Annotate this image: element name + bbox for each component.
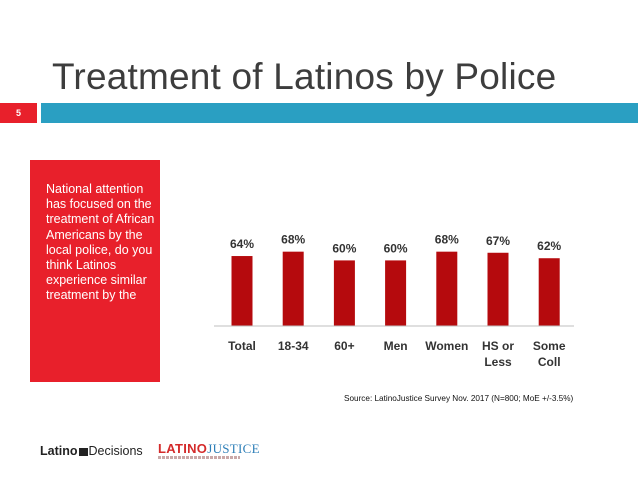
- flag-icon: [78, 448, 88, 456]
- bar-5: [487, 252, 509, 326]
- bar-1: [282, 251, 304, 326]
- category-label-6-line1: Coll: [538, 355, 561, 369]
- category-label-5-line0: HS or: [482, 339, 514, 353]
- category-label-1: 18-34: [278, 339, 309, 353]
- bar-6: [538, 258, 560, 326]
- question-callout: National attention has focused on the tr…: [30, 160, 160, 382]
- value-label-4: 68%: [435, 233, 459, 247]
- value-label-1: 68%: [281, 233, 305, 247]
- bar-series: [231, 251, 560, 326]
- header-band: [41, 103, 638, 123]
- latino-justice-tagline: [158, 456, 240, 459]
- value-label-0: 64%: [230, 237, 254, 251]
- bar-3: [385, 260, 407, 326]
- latino-decisions-logo: Latino Decisions: [40, 444, 143, 458]
- latino-justice-logo-part1: LATINO: [158, 441, 208, 456]
- slide-title: Treatment of Latinos by Police: [52, 56, 557, 97]
- slide-number-band: [0, 103, 37, 123]
- category-label-2: 60+: [334, 339, 354, 353]
- category-label-3: Men: [384, 339, 408, 353]
- latino-justice-logo: LATINOJUSTICE: [158, 441, 260, 457]
- source-note: Source: LatinoJustice Survey Nov. 2017 (…: [344, 394, 574, 403]
- slide-number: 5: [15, 108, 21, 118]
- value-label-2: 60%: [332, 241, 356, 255]
- value-label-3: 60%: [384, 241, 408, 255]
- latino-decisions-logo-part1: Latino: [40, 444, 78, 458]
- category-label-6-line0: Some: [533, 339, 566, 353]
- latino-justice-logo-part2: JUSTICE: [207, 441, 260, 456]
- bar-0: [231, 256, 253, 326]
- question-text: National attention has focused on the tr…: [46, 182, 155, 303]
- category-label-4: Women: [425, 339, 468, 353]
- category-label-0: Total: [228, 339, 256, 353]
- value-labels: 64% 68% 60% 60% 68% 67% 62%: [230, 233, 562, 256]
- bar-2: [333, 260, 355, 326]
- category-label-5-line1: Less: [484, 355, 512, 369]
- value-label-6: 62%: [537, 239, 561, 253]
- value-label-5: 67%: [486, 234, 510, 248]
- bar-4: [436, 251, 458, 326]
- latino-decisions-logo-part2: Decisions: [88, 444, 143, 458]
- category-labels: Total 18-34 60+ Men Women HS or Less Some Coll: [228, 339, 566, 369]
